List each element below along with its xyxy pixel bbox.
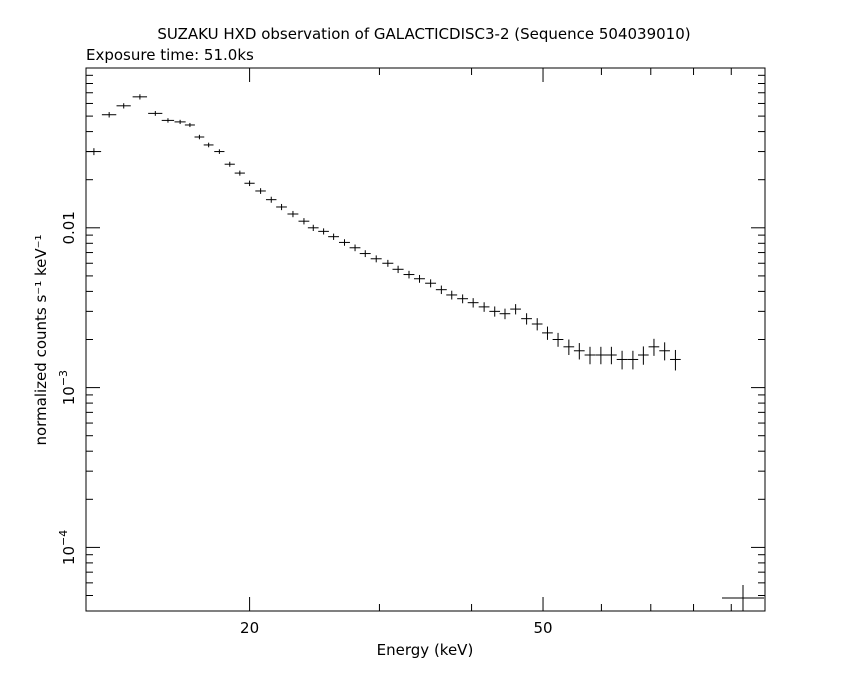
data-point <box>244 180 255 187</box>
data-point <box>161 118 175 123</box>
data-point <box>392 265 404 274</box>
data-point <box>214 149 225 154</box>
data-point <box>101 112 117 118</box>
data-point <box>359 250 371 258</box>
data-point <box>446 290 458 300</box>
data-point <box>435 285 447 295</box>
data-point <box>203 142 214 148</box>
data-point <box>510 304 521 315</box>
x-tick-label: 20 <box>240 619 259 637</box>
data-point <box>414 274 425 283</box>
data-point <box>584 346 596 365</box>
y-axis-label: normalized counts s⁻¹ keV⁻¹ <box>32 234 50 445</box>
tick-group <box>86 67 766 612</box>
data-point <box>499 308 511 320</box>
data-point <box>627 350 639 370</box>
data-point <box>328 233 339 240</box>
data-point <box>276 203 287 211</box>
data-point <box>349 244 361 252</box>
data-point <box>255 188 266 194</box>
chart-subtitle: Exposure time: 51.0ks <box>86 46 254 64</box>
data-point <box>595 346 607 365</box>
data-point <box>174 119 186 125</box>
data-point <box>148 111 163 116</box>
data-point <box>457 294 469 304</box>
data-point <box>670 349 681 371</box>
data-point <box>265 196 277 203</box>
data-point <box>184 122 195 128</box>
data-point <box>318 228 329 235</box>
chart-title: SUZAKU HXD observation of GALACTICDISC3-… <box>157 25 690 43</box>
data-point <box>370 255 382 263</box>
data-point <box>287 210 299 218</box>
data-point <box>648 338 660 356</box>
data-point <box>659 342 670 361</box>
data-point <box>542 326 553 340</box>
data-point <box>86 148 102 156</box>
data-point <box>234 170 245 176</box>
data-point <box>116 103 131 109</box>
data-point <box>573 343 585 360</box>
data-point <box>403 270 415 279</box>
data-point <box>552 332 564 347</box>
data-point <box>382 259 394 267</box>
data-point <box>616 350 628 370</box>
data-point <box>478 302 490 312</box>
data-point <box>563 339 575 355</box>
data-point <box>194 134 205 140</box>
plot-frame <box>85 67 766 612</box>
data-point <box>531 318 543 331</box>
data-point <box>605 346 617 365</box>
y-tick-label: 10−3 <box>57 370 78 405</box>
data-point <box>224 161 235 167</box>
data-point <box>132 94 148 100</box>
data-point <box>307 224 319 231</box>
data-point <box>489 306 501 317</box>
x-axis-label: Energy (keV) <box>377 641 474 659</box>
data-point <box>467 298 479 308</box>
data-point <box>298 218 310 225</box>
error-bar-cross <box>722 585 764 611</box>
data-point <box>338 239 350 246</box>
data-points <box>86 94 681 371</box>
data-point <box>637 346 649 365</box>
tick-label-group: 20 50 0.01 10−3 10−4 <box>57 211 553 637</box>
y-tick-label: 0.01 <box>60 211 78 244</box>
x-tick-label: 50 <box>533 619 552 637</box>
data-point <box>521 313 532 325</box>
y-tick-label: 10−4 <box>57 530 78 565</box>
data-point <box>425 279 437 288</box>
